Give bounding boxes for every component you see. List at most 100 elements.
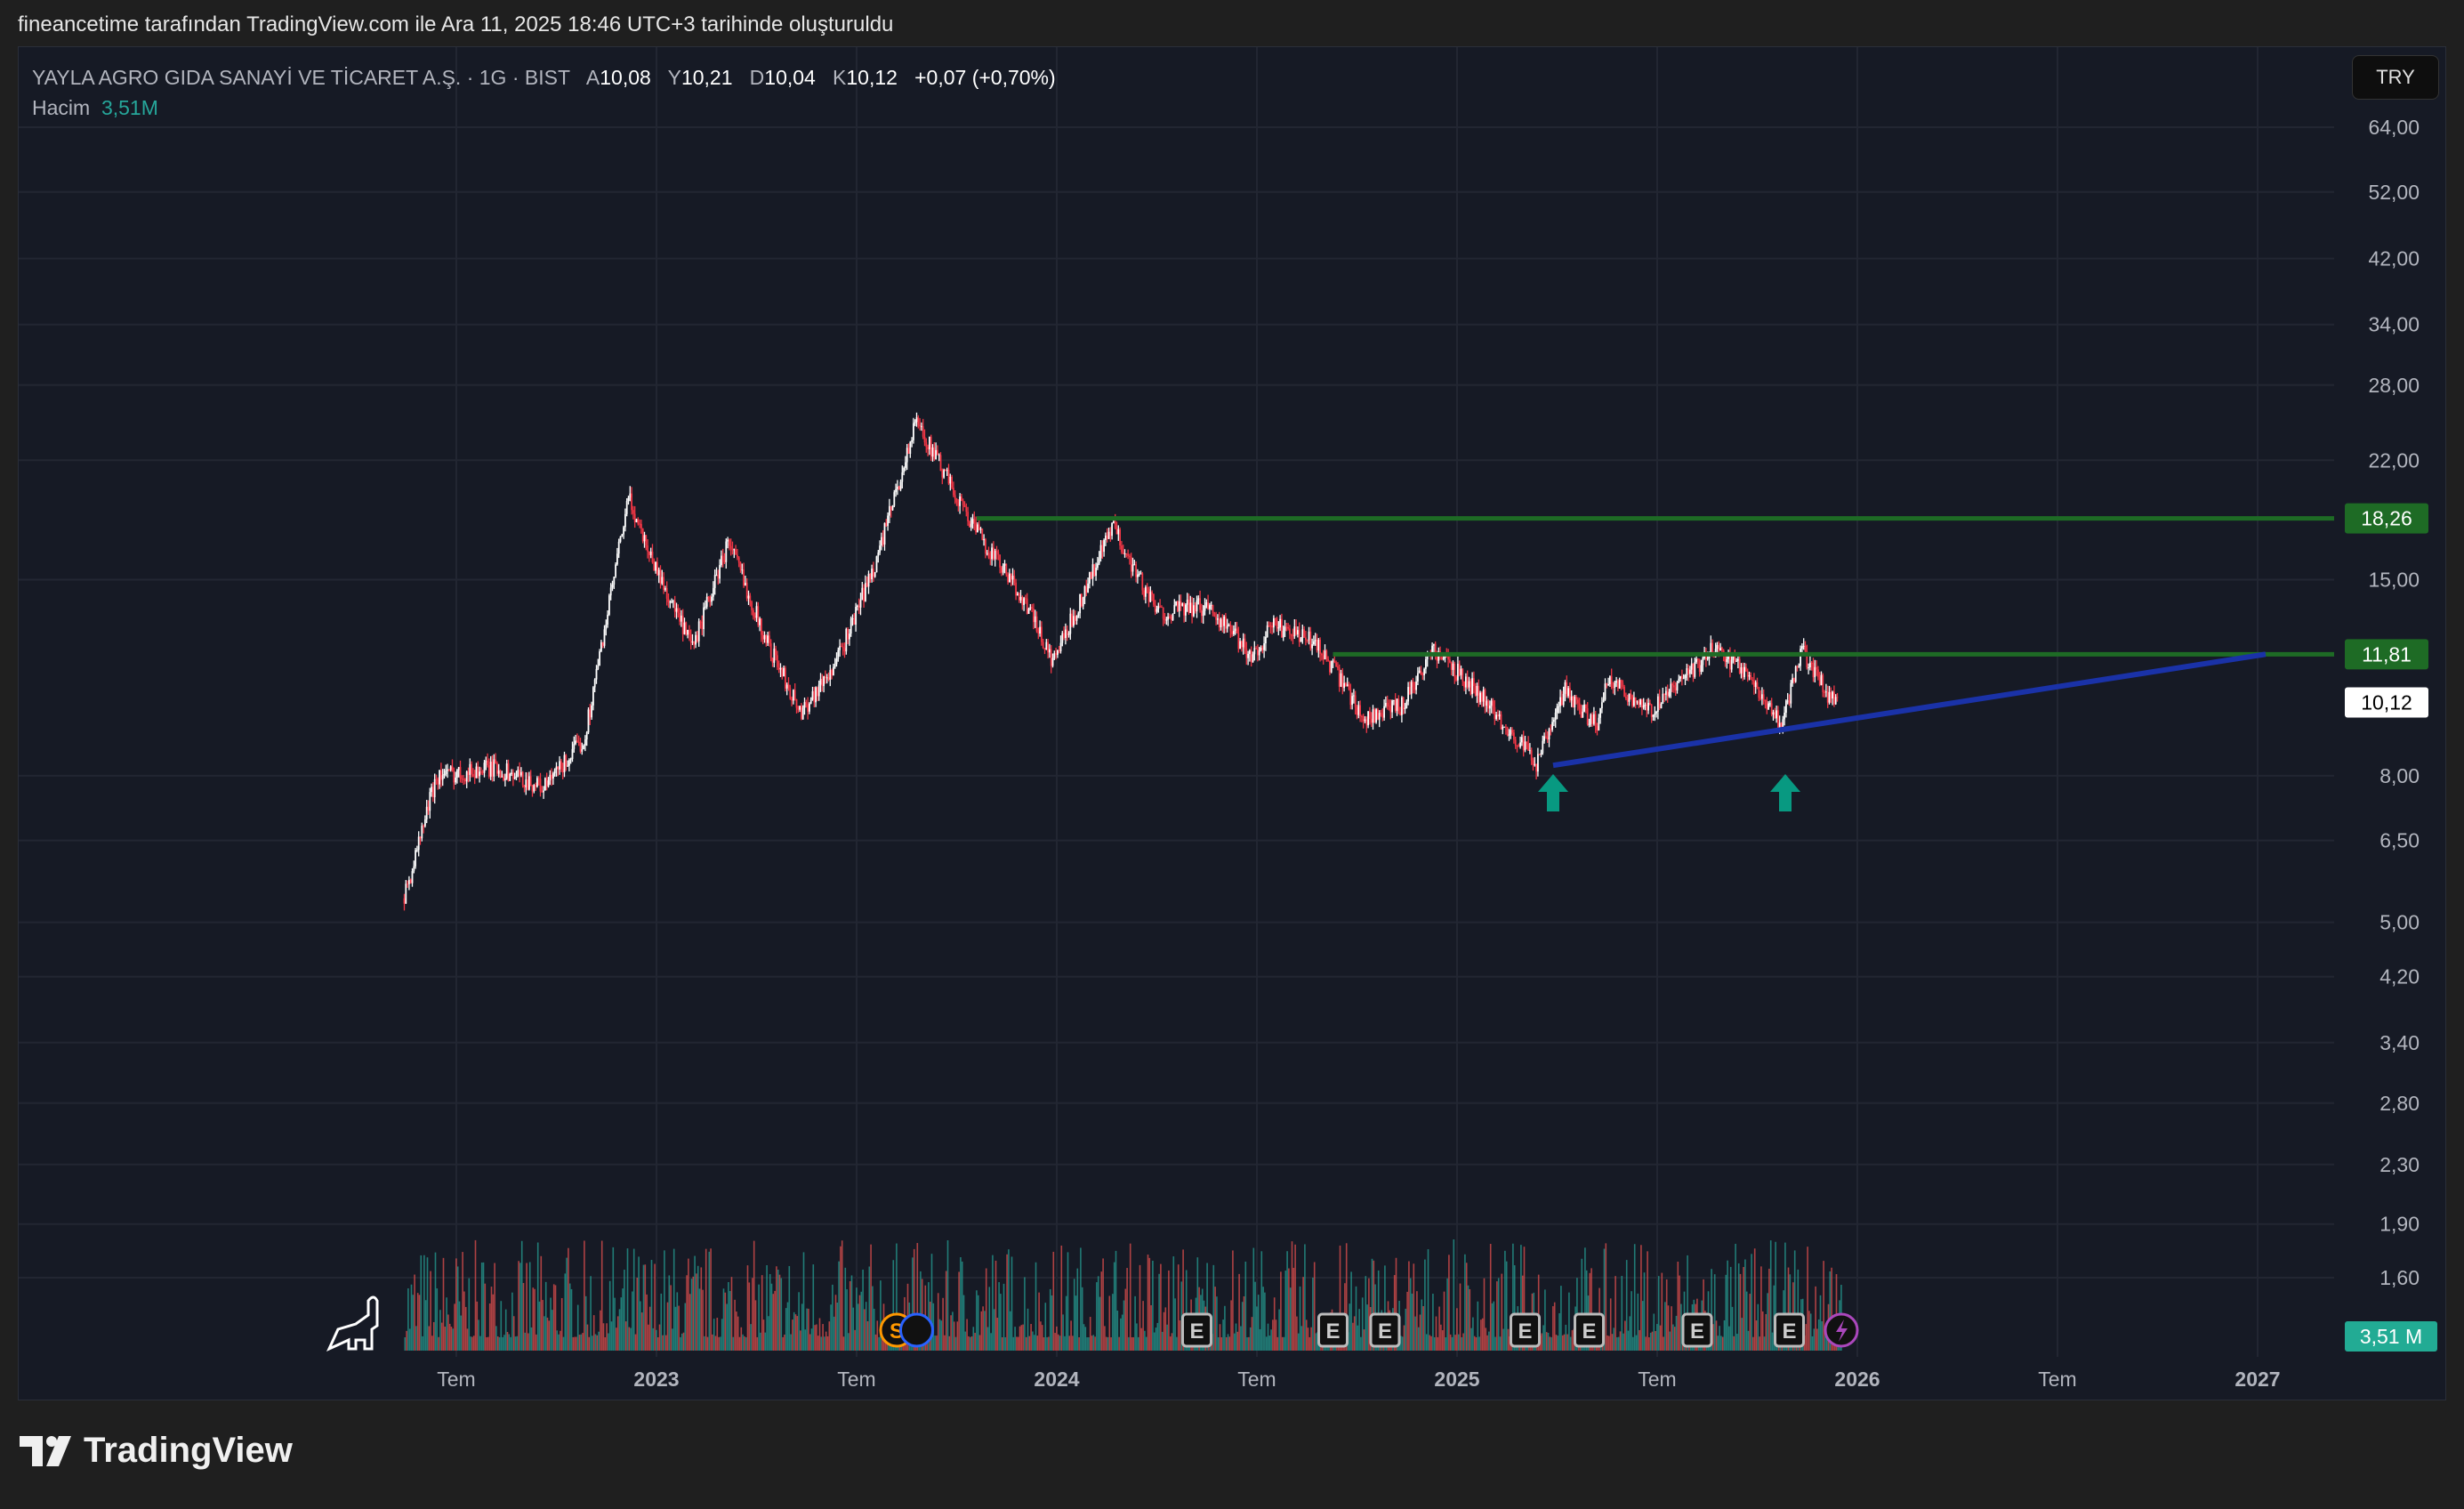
- volume-bar: [985, 1268, 987, 1351]
- volume-bar: [404, 1337, 407, 1351]
- candle: [1550, 729, 1552, 730]
- candle: [791, 698, 793, 701]
- candle: [841, 646, 844, 649]
- candle: [1107, 531, 1110, 539]
- volume-bar: [833, 1316, 835, 1351]
- candle: [1308, 631, 1310, 641]
- volume-bar: [1808, 1311, 1810, 1351]
- candle: [512, 772, 514, 779]
- candle: [1069, 613, 1072, 634]
- candle: [755, 606, 758, 618]
- candle: [890, 505, 892, 511]
- volume-bar: [993, 1309, 995, 1351]
- candle: [632, 510, 634, 514]
- candle: [753, 609, 754, 617]
- volume-bar: [1252, 1247, 1255, 1351]
- candle: [435, 779, 438, 780]
- volume-bar: [1829, 1271, 1832, 1351]
- candle: [1059, 642, 1062, 652]
- volume-bar: [1102, 1258, 1104, 1351]
- volume-bar: [810, 1328, 813, 1351]
- candle: [589, 709, 592, 718]
- volume-bar: [574, 1336, 576, 1351]
- volume-bar: [570, 1288, 573, 1351]
- candle: [1127, 553, 1129, 556]
- symbol-title[interactable]: YAYLA AGRO GIDA SANAYİ VE TİCARET A.Ş. ·…: [32, 66, 571, 89]
- volume-bar: [460, 1315, 463, 1351]
- candle: [1649, 702, 1651, 706]
- candle: [1698, 660, 1701, 673]
- volume-bar: [680, 1336, 681, 1351]
- volume-bar: [1264, 1292, 1266, 1351]
- volume-bar: [1025, 1336, 1027, 1351]
- volume-bar: [434, 1252, 437, 1351]
- candle: [721, 555, 722, 566]
- volume-bar: [1185, 1270, 1188, 1351]
- candle: [1458, 664, 1461, 675]
- candle: [1633, 697, 1635, 706]
- volume-bar: [737, 1316, 739, 1351]
- candle: [699, 621, 702, 623]
- volume-bar: [650, 1260, 653, 1351]
- candle: [528, 776, 530, 790]
- volume-bar: [1797, 1269, 1800, 1351]
- currency-button[interactable]: TRY: [2352, 55, 2439, 100]
- volume-bar: [830, 1304, 832, 1351]
- volume-bar: [1639, 1329, 1640, 1351]
- volume-bar: [572, 1336, 575, 1351]
- candle: [485, 760, 487, 763]
- volume-bar: [1485, 1327, 1487, 1351]
- volume-bar: [1465, 1263, 1468, 1351]
- candle: [1141, 573, 1144, 591]
- candle: [559, 761, 560, 770]
- volume-bar: [912, 1257, 914, 1351]
- candle: [1767, 703, 1769, 710]
- volume-bar: [638, 1256, 640, 1351]
- volume-bar: [1478, 1336, 1480, 1351]
- candle: [1129, 555, 1131, 558]
- candle: [895, 488, 897, 493]
- volume-bar: [474, 1239, 477, 1351]
- candle: [683, 622, 686, 634]
- candle: [496, 763, 498, 774]
- candle: [1263, 643, 1265, 650]
- candle: [664, 587, 666, 590]
- tradingview-logo[interactable]: TradingView: [20, 1431, 293, 1471]
- volume-bar: [1711, 1269, 1712, 1351]
- candle: [1196, 600, 1198, 612]
- candle: [957, 502, 960, 506]
- candle: [965, 506, 968, 512]
- volume-bar: [1616, 1336, 1618, 1351]
- candle: [737, 557, 740, 563]
- candle: [1782, 719, 1784, 728]
- volume-bar: [1171, 1333, 1173, 1351]
- candle: [1327, 658, 1329, 661]
- volume-bar: [1075, 1295, 1077, 1351]
- candle: [1244, 638, 1246, 649]
- chart-panel[interactable]: [18, 46, 2446, 1400]
- volume-bar: [1665, 1279, 1668, 1351]
- volume-bar: [1581, 1258, 1583, 1351]
- candle: [955, 498, 958, 503]
- candle: [1622, 682, 1624, 687]
- volume-bar: [560, 1330, 561, 1351]
- volume-bar: [728, 1281, 729, 1351]
- candle: [1375, 709, 1377, 722]
- candle: [1433, 643, 1435, 646]
- candle: [1035, 616, 1038, 632]
- volume-bar: [484, 1283, 487, 1351]
- volume-bar: [794, 1314, 797, 1351]
- volume-bar: [1172, 1256, 1175, 1351]
- candle: [1197, 598, 1200, 601]
- volume-bar: [1728, 1326, 1730, 1351]
- candle: [1687, 668, 1689, 674]
- candle: [609, 587, 612, 596]
- volume-bar: [1669, 1331, 1671, 1351]
- candle: [793, 690, 794, 701]
- volume-bar: [1409, 1278, 1412, 1351]
- candle: [1506, 727, 1509, 736]
- candle: [1276, 618, 1278, 629]
- volume-bar: [1624, 1320, 1626, 1351]
- volume-bar: [868, 1266, 871, 1351]
